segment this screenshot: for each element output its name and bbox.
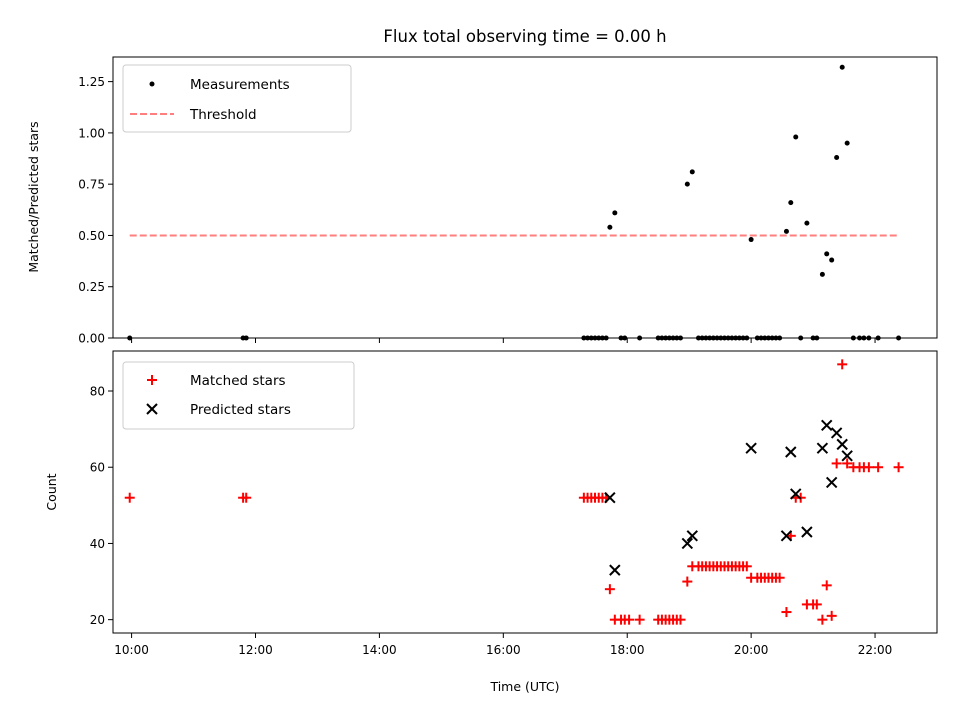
bottom-ytick-label: 80 (90, 385, 105, 399)
bottom-legend-box (122, 361, 355, 430)
bottom-y-axis-label: Count (44, 473, 59, 510)
matched-stars-point (893, 462, 904, 473)
bottom-xtick-label: 14:00 (362, 643, 397, 657)
top-axes-frame (112, 56, 938, 339)
bottom-xtick-label: 20:00 (734, 643, 769, 657)
matched-stars-point (682, 576, 693, 587)
measurement-point (839, 64, 845, 70)
measurement-point (684, 181, 690, 187)
predicted-stars-point (821, 419, 833, 432)
predicted-stars-point (745, 442, 757, 454)
top-ytick-label: 0.75 (78, 178, 105, 192)
predicted-stars-point (780, 530, 793, 542)
predicted-stars-point (790, 488, 802, 500)
legend-predicted-marker (146, 403, 158, 415)
predicted-stars-point (830, 427, 843, 439)
top-legend: Measurements Threshold (122, 64, 352, 133)
legend-predicted-label: Predicted stars (190, 402, 291, 418)
predicted-stars-point (816, 442, 829, 454)
matched-stars-point (821, 580, 832, 591)
predicted-stars-point (686, 530, 698, 542)
predicted-stars-point (841, 450, 853, 462)
measurement-point (829, 257, 835, 263)
measurement-point (793, 134, 799, 140)
matched-stars-point (842, 458, 853, 469)
bottom-xtick-label: 22:00 (858, 643, 893, 657)
matched-stars-point (774, 572, 785, 583)
top-legend-box (122, 64, 352, 133)
bottom-xtick-label: 10:00 (114, 643, 149, 657)
measurement-point (689, 169, 695, 175)
top-ytick-label: 1.00 (78, 126, 105, 140)
legend-measurements-marker (149, 81, 155, 87)
measurement-point (783, 228, 789, 234)
bottom-plot-area: 20 40 60 80 10:00 12:00 14:00 16:00 18:00 20:00 22… (90, 359, 904, 657)
bottom-xtick-label: 18:00 (610, 643, 645, 657)
bottom-xtick-label: 12:00 (238, 643, 273, 657)
bottom-legend: Matched stars Predicted stars (122, 361, 355, 430)
measurement-point (788, 200, 794, 206)
bottom-axes-frame (112, 350, 938, 634)
predicted-stars-point (825, 476, 838, 489)
matched-stars-point (741, 561, 752, 572)
predicted-stars-point (609, 564, 621, 576)
top-panel: Flux total observing time = 0.00 h Match… (26, 27, 938, 346)
matched-stars-point (837, 359, 848, 370)
chart-title: Flux total observing time = 0.00 h (383, 27, 666, 46)
bottom-panel: Count Time (UTC) 20 40 60 80 10:00 12:00 14:00… (44, 350, 938, 694)
predicted-stars-point (604, 492, 616, 504)
matched-stars-point (863, 462, 874, 473)
measurement-point (607, 224, 613, 230)
matched-stars-point (826, 610, 837, 621)
legend-matched-marker (147, 375, 157, 385)
top-ytick-label: 0.00 (78, 332, 105, 346)
predicted-stars-point (681, 537, 694, 550)
predicted-stars-point (785, 446, 797, 458)
matched-stars-point (781, 607, 792, 618)
legend-measurements-label: Measurements (190, 77, 290, 93)
matched-stars-point (624, 614, 635, 625)
bottom-ytick-label: 60 (90, 461, 105, 475)
predicted-stars-point (836, 438, 848, 451)
measurement-point (824, 251, 830, 257)
matched-stars-point (634, 614, 645, 625)
matched-stars-point (811, 599, 822, 610)
matched-stars-point (831, 458, 842, 469)
measurement-point (612, 210, 618, 216)
bottom-ytick-label: 40 (90, 537, 105, 551)
top-y-axis-label: Matched/Predicted stars (26, 121, 41, 272)
top-ytick-label: 0.25 (78, 280, 105, 294)
top-plot-area: 0.00 0.25 0.50 0.75 1.00 1.25 (78, 64, 902, 346)
predicted-stars-point (801, 526, 813, 538)
matched-stars-point (817, 614, 828, 625)
bottom-ytick-label: 20 (90, 613, 105, 627)
top-ytick-label: 1.25 (78, 75, 105, 89)
matched-stars-point (241, 492, 252, 503)
legend-matched-label: Matched stars (190, 373, 286, 389)
bottom-xtick-label: 16:00 (486, 643, 521, 657)
measurement-point (819, 271, 825, 277)
matched-stars-point (675, 614, 686, 625)
measurement-point (748, 237, 754, 243)
top-ytick-label: 0.50 (78, 229, 105, 243)
matched-stars-point (124, 492, 135, 503)
matched-stars-point (604, 584, 615, 595)
legend-threshold-label: Threshold (189, 107, 257, 123)
matched-stars-point (873, 462, 884, 473)
measurement-point (844, 140, 850, 146)
measurement-point (834, 155, 840, 161)
x-axis-label: Time (UTC) (489, 679, 559, 694)
measurement-point (804, 220, 810, 226)
